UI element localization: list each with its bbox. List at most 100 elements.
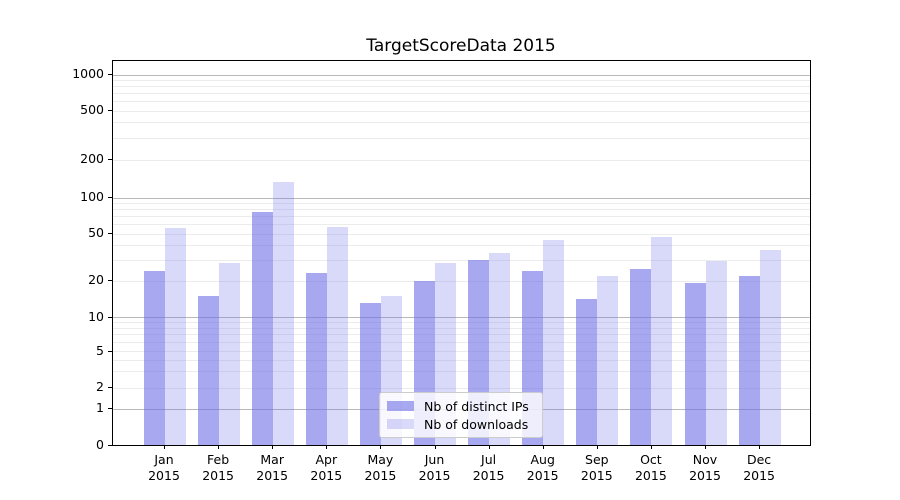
bar-downloads-nov bbox=[705, 261, 727, 445]
y-tick-20 bbox=[108, 280, 112, 281]
bars-layer bbox=[113, 61, 810, 445]
x-tick-sep bbox=[596, 445, 598, 449]
legend-item-downloads: Nb of downloads bbox=[387, 416, 534, 432]
x-tick-apr bbox=[326, 445, 328, 449]
gridline-y-60 bbox=[113, 224, 810, 226]
y-tick-label-10: 10 bbox=[88, 308, 104, 324]
gridline-y-3 bbox=[113, 371, 810, 373]
legend-label-distinct-ips: Nb of distinct IPs bbox=[424, 398, 529, 414]
gridline-y-4 bbox=[113, 359, 810, 361]
y-tick-1000 bbox=[108, 74, 112, 75]
x-tick-jun bbox=[434, 445, 436, 449]
gridline-y-700 bbox=[113, 93, 810, 95]
y-tick-label-1: 1 bbox=[96, 400, 104, 415]
x-tick-mar bbox=[272, 445, 274, 449]
x-tick-label-may: May 2015 bbox=[364, 452, 397, 483]
gridline-y-6 bbox=[113, 342, 810, 344]
gridline-y-70 bbox=[113, 216, 810, 218]
y-tick-label-2: 2 bbox=[96, 379, 104, 394]
gridline-y-5 bbox=[113, 351, 810, 352]
gridline-y-900 bbox=[113, 79, 810, 81]
y-tick-label-500: 500 bbox=[80, 102, 104, 117]
x-tick-label-aug: Aug 2015 bbox=[526, 452, 559, 483]
y-tick-1 bbox=[108, 408, 112, 409]
bar-downloads-aug bbox=[543, 240, 565, 445]
gridline-y-80 bbox=[113, 209, 810, 211]
x-tick-nov bbox=[705, 445, 706, 449]
gridline-y-300 bbox=[113, 137, 810, 139]
gridline-y-40 bbox=[113, 244, 810, 246]
legend-swatch-distinct-ips bbox=[387, 401, 414, 411]
gridline-y-90 bbox=[113, 202, 810, 204]
bar-distinct-ips-apr bbox=[305, 273, 327, 445]
gridline-y-30 bbox=[113, 259, 810, 261]
y-tick-500 bbox=[108, 110, 112, 111]
bar-downloads-sep bbox=[597, 275, 619, 445]
chart-title: TargetScoreData 2015 bbox=[366, 36, 556, 56]
bar-distinct-ips-mar bbox=[251, 211, 273, 445]
x-tick-jul bbox=[488, 445, 490, 449]
y-tick-200 bbox=[108, 159, 112, 160]
x-tick-feb bbox=[218, 445, 220, 449]
gridline-y-10 bbox=[113, 317, 810, 318]
plot-area bbox=[112, 60, 811, 446]
y-tick-label-50: 50 bbox=[88, 225, 104, 240]
bar-distinct-ips-may bbox=[359, 303, 381, 445]
y-tick-label-5: 5 bbox=[96, 342, 104, 358]
gridline-y-2 bbox=[113, 387, 810, 389]
bar-downloads-mar bbox=[272, 182, 294, 445]
gridline-y-400 bbox=[113, 122, 810, 124]
x-tick-label-mar: Mar 2015 bbox=[256, 452, 289, 483]
bar-distinct-ips-nov bbox=[684, 283, 706, 445]
x-tick-label-oct: Oct 2015 bbox=[634, 452, 667, 483]
legend-label-downloads: Nb of downloads bbox=[424, 416, 529, 432]
x-tick-label-jul: Jul 2015 bbox=[472, 452, 505, 483]
x-tick-label-feb: Feb 2015 bbox=[202, 452, 234, 483]
bar-distinct-ips-dec bbox=[738, 275, 760, 445]
bar-distinct-ips-feb bbox=[197, 295, 219, 445]
y-tick-10 bbox=[108, 316, 112, 318]
legend-swatch-downloads bbox=[387, 419, 414, 429]
grid-layer bbox=[113, 61, 810, 445]
x-tick-label-nov: Nov 2015 bbox=[689, 452, 721, 483]
gridline-y-20 bbox=[113, 280, 810, 282]
legend-item-distinct-ips: Nb of distinct IPs bbox=[387, 398, 534, 414]
x-tick-label-dec: Dec 2015 bbox=[743, 452, 775, 483]
x-tick-label-jan: Jan 2015 bbox=[148, 452, 180, 483]
legend: Nb of distinct IPs Nb of downloads bbox=[379, 392, 543, 438]
y-tick-label-0: 0 bbox=[96, 436, 104, 452]
gridline-y-9 bbox=[113, 322, 810, 324]
x-tick-may bbox=[380, 445, 382, 449]
bar-distinct-ips-jan bbox=[143, 271, 165, 445]
gridline-y-8 bbox=[113, 327, 810, 329]
y-tick-label-200: 200 bbox=[80, 151, 104, 166]
y-tick-label-20: 20 bbox=[88, 272, 104, 287]
gridline-y-600 bbox=[113, 101, 810, 103]
gridline-y-200 bbox=[113, 159, 810, 161]
bar-downloads-jan bbox=[164, 227, 186, 445]
y-tick-50 bbox=[108, 233, 112, 234]
y-tick-0 bbox=[108, 444, 112, 446]
x-tick-label-jun: Jun 2015 bbox=[418, 452, 451, 483]
gridline-y-7 bbox=[113, 334, 810, 336]
x-tick-oct bbox=[650, 445, 652, 449]
y-tick-5 bbox=[108, 350, 112, 352]
bar-downloads-feb bbox=[218, 263, 240, 445]
gridline-y-50 bbox=[113, 233, 810, 235]
x-tick-jan bbox=[164, 445, 165, 449]
gridline-y-500 bbox=[113, 110, 810, 112]
bar-distinct-ips-sep bbox=[576, 299, 598, 445]
bar-downloads-oct bbox=[651, 236, 673, 445]
y-tick-2 bbox=[108, 387, 112, 388]
y-tick-label-1000: 1000 bbox=[72, 66, 104, 81]
bar-downloads-apr bbox=[326, 226, 348, 445]
gridline-y-100 bbox=[113, 197, 810, 199]
x-tick-dec bbox=[759, 445, 761, 449]
gridline-y-1000 bbox=[113, 74, 810, 76]
x-tick-label-sep: Sep 2015 bbox=[580, 452, 613, 483]
bar-downloads-dec bbox=[759, 250, 781, 445]
y-tick-label-100: 100 bbox=[80, 189, 104, 204]
bar-distinct-ips-oct bbox=[630, 269, 652, 445]
y-tick-100 bbox=[108, 197, 112, 198]
